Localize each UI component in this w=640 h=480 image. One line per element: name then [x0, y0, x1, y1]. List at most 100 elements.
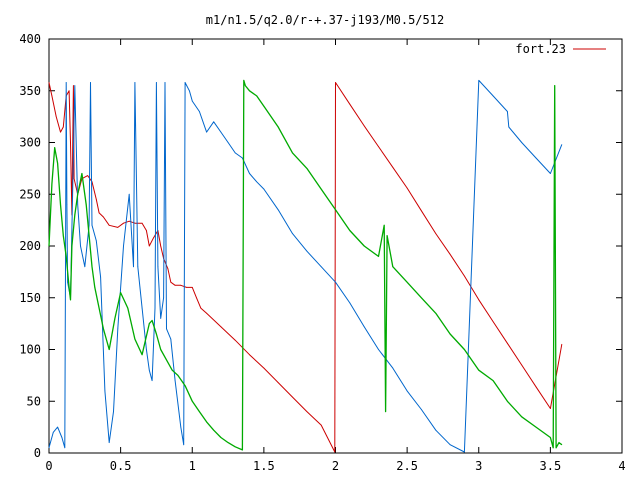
data-point: [378, 146, 379, 148]
data-point: [189, 90, 190, 92]
data-point: [292, 152, 293, 154]
data-point: [87, 175, 89, 177]
data-point: [95, 240, 97, 242]
data-point: [256, 181, 258, 183]
data-point: [133, 266, 134, 268]
data-point: [421, 210, 422, 212]
data-point: [73, 85, 74, 86]
data-point: [200, 307, 202, 309]
data-point: [234, 152, 236, 154]
data-point: [156, 333, 157, 335]
data-point: [160, 318, 162, 319]
data-point: [74, 85, 76, 86]
series-2: [48, 79, 563, 453]
x-tick-label: 1.5: [253, 459, 275, 473]
data-point: [117, 328, 119, 330]
data-point: [120, 292, 121, 293]
data-point: [156, 82, 157, 83]
series-layer: [48, 79, 563, 453]
data-point: [170, 338, 172, 340]
data-point: [464, 275, 465, 277]
data-point: [277, 382, 279, 383]
data-point: [48, 447, 50, 449]
data-point: [154, 307, 156, 309]
data-point: [81, 173, 83, 174]
data-point: [561, 144, 563, 146]
data-point: [57, 426, 58, 428]
data-point: [558, 442, 560, 443]
data-point: [71, 245, 73, 247]
data-point: [206, 312, 208, 314]
data-point: [65, 256, 67, 257]
data-point: [535, 157, 537, 159]
data-point: [151, 380, 153, 381]
data-point: [421, 409, 422, 410]
data-point: [263, 105, 265, 107]
data-point: [243, 80, 245, 81]
data-point: [277, 209, 279, 211]
data-point: [148, 245, 150, 247]
data-point: [180, 426, 182, 428]
data-point: [114, 318, 116, 319]
data-point: [171, 369, 173, 371]
data-point: [263, 188, 265, 190]
data-point: [91, 266, 93, 268]
data-point: [349, 302, 351, 304]
y-tick-label: 250: [19, 187, 41, 201]
data-point: [378, 349, 379, 350]
data-point: [91, 224, 93, 226]
data-point: [65, 82, 67, 83]
data-point: [184, 82, 186, 83]
y-tick-label: 400: [19, 32, 41, 46]
x-tick-label: 0: [45, 459, 52, 473]
chart-title: m1/n1.5/q2.0/r-+.37-j193/M0.5/512: [206, 13, 444, 27]
data-point: [98, 307, 100, 309]
data-point: [421, 297, 422, 299]
data-point: [196, 297, 197, 299]
data-point: [123, 222, 124, 224]
data-point: [385, 411, 386, 412]
data-point: [492, 95, 494, 97]
data-point: [104, 390, 106, 392]
data-point: [383, 224, 385, 226]
data-point: [134, 82, 136, 83]
data-point: [492, 321, 494, 322]
y-tick-label: 150: [19, 291, 41, 305]
data-point: [48, 82, 50, 83]
data-point: [67, 281, 68, 283]
data-point: [191, 400, 193, 402]
data-point: [52, 431, 54, 433]
data-point: [406, 187, 408, 189]
data-point: [167, 268, 169, 270]
data-point: [146, 230, 147, 231]
data-point: [249, 173, 250, 174]
data-point: [464, 349, 465, 350]
data-point: [363, 125, 365, 127]
data-point: [464, 451, 465, 453]
data-point: [507, 342, 508, 344]
data-point: [550, 408, 551, 409]
data-point: [478, 369, 480, 371]
data-point: [108, 442, 110, 443]
data-point: [117, 227, 119, 228]
data-point: [186, 287, 187, 288]
data-point: [77, 204, 79, 206]
data-point: [141, 307, 143, 309]
data-point: [492, 380, 494, 381]
data-point: [256, 95, 258, 97]
data-point: [166, 328, 167, 330]
data-point: [292, 233, 293, 235]
data-point: [392, 266, 394, 268]
y-axis: 0 50 100 150 200 250 300 350 400: [19, 32, 622, 460]
data-point: [88, 224, 90, 226]
data-point: [555, 447, 557, 449]
data-point: [54, 147, 56, 149]
data-point: [435, 429, 437, 431]
data-point: [66, 204, 68, 206]
data-point: [199, 111, 200, 112]
data-point: [449, 444, 451, 446]
data-point: [392, 367, 394, 369]
data-point: [85, 204, 87, 206]
